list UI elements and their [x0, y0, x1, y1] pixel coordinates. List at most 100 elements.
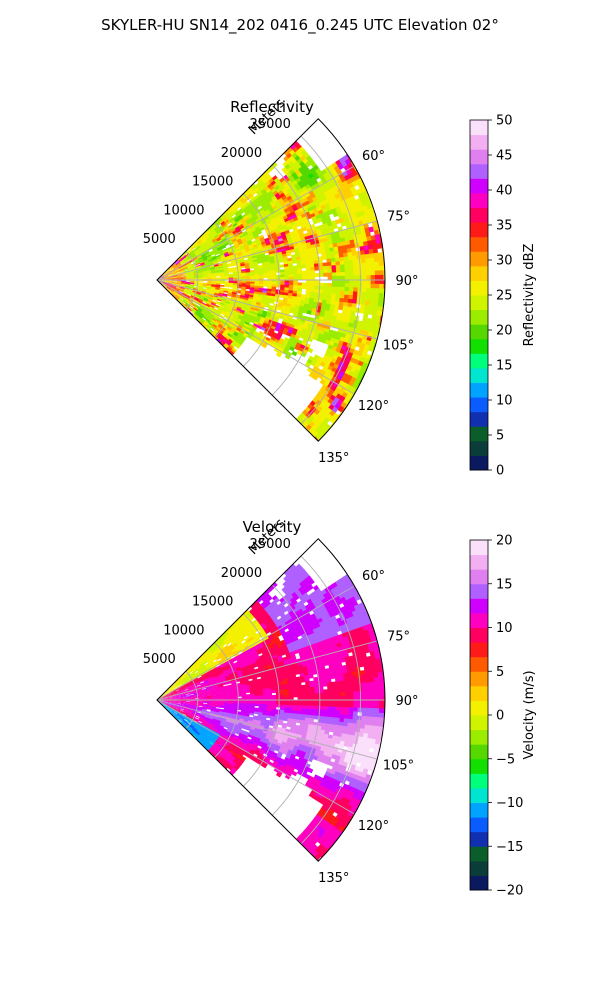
colorbar-swatch [470, 149, 488, 165]
colorbar-swatch [470, 397, 488, 413]
velocity-panel: 60° 75° 90° 105° 120° 135° 5000 10000 15000 20000… [143, 516, 537, 899]
colorbar-swatch [470, 758, 488, 774]
radial-tick-label: 25000 [250, 117, 291, 132]
azimuth-tick-label: 75° [387, 209, 410, 224]
colorbar-swatch [470, 773, 488, 789]
azimuth-gridline [156, 279, 378, 340]
colorbar-tick-label: 10 [496, 621, 513, 636]
azimuth-tick-label: 105° [383, 759, 414, 774]
velocity-grid [156, 555, 385, 862]
radial-tick-label: 15000 [192, 595, 233, 610]
azimuth-tick-label: 135° [318, 451, 349, 466]
colorbar-tick-label: 40 [496, 184, 513, 199]
colorbar-swatch [470, 554, 488, 570]
colorbar-swatch [470, 295, 488, 311]
colorbar-swatch [470, 729, 488, 745]
colorbar-tick-label: 15 [496, 359, 513, 374]
sector-outline [156, 538, 386, 862]
colorbar-swatch [470, 846, 488, 862]
azimuth-gridline [156, 220, 378, 281]
colorbar-swatch [470, 411, 488, 427]
colorbar-tick-label: 5 [496, 429, 504, 444]
colorbar-swatch [470, 367, 488, 383]
radial-tick-label: 10000 [163, 203, 204, 218]
colorbar-swatch [470, 222, 488, 238]
colorbar-tick-label: −20 [496, 884, 523, 899]
azimuth-tick-label: 105° [383, 339, 414, 354]
colorbar-swatch [470, 817, 488, 833]
velocity-colorbar: −20 −15 −10 −5 0 5 10 15 20 Velocity (m/s) [469, 534, 537, 899]
figure-title: SKYLER-HU SN14_202 0416_0.245 UTC Elevat… [101, 16, 499, 34]
colorbar-swatch [470, 280, 488, 296]
colorbar-label: Velocity (m/s) [522, 670, 537, 759]
colorbar-swatch [470, 715, 488, 731]
colorbar-swatch [470, 744, 488, 760]
colorbar-tick-label: 20 [496, 324, 513, 339]
colorbar-tick-label: 10 [496, 394, 513, 409]
azimuth-tick-label: 120° [358, 819, 389, 834]
colorbar-tick-label: 45 [496, 149, 513, 164]
colorbar-swatch [470, 236, 488, 252]
radial-tick-label: 20000 [221, 146, 262, 161]
colorbar-swatch [470, 802, 488, 818]
colorbar-swatch [470, 455, 488, 471]
azimuth-gridline [156, 279, 355, 395]
colorbar-label: Reflectivity dBZ [522, 244, 537, 347]
colorbar-swatch [470, 860, 488, 876]
azimuth-tick-label: 90° [395, 274, 418, 289]
azimuth-gridline [156, 165, 355, 281]
colorbar-swatch [470, 426, 488, 442]
colorbar-swatch [470, 875, 488, 891]
colorbar-swatch [470, 163, 488, 179]
colorbar-swatch [470, 178, 488, 194]
colorbar-tick-label: 35 [496, 219, 513, 234]
azimuth-gridline [156, 699, 378, 760]
colorbar-tick-label: 15 [496, 577, 513, 592]
colorbar-tick-label: 5 [496, 665, 504, 680]
colorbar-swatch [470, 671, 488, 687]
colorbar-swatch [470, 382, 488, 398]
colorbar-tick-label: 25 [496, 289, 513, 304]
colorbar-swatch [470, 598, 488, 614]
panel-title: Reflectivity [230, 98, 314, 116]
colorbar-tick-label: 0 [496, 464, 504, 479]
radial-tick-label: 10000 [163, 623, 204, 638]
radial-tick-label: 15000 [192, 175, 233, 190]
radial-tick-label: 5000 [143, 232, 176, 247]
colorbar-swatch [470, 440, 488, 456]
colorbar-swatch [470, 309, 488, 325]
azimuth-tick-label: 60° [362, 569, 385, 584]
panel-title: Velocity [243, 518, 302, 536]
reflectivity-panel: 60° 75° 90° 105° 120° 135° 5000 10000 15000 20000… [143, 96, 537, 479]
colorbar-swatch [470, 324, 488, 340]
colorbar-tick-label: 0 [496, 709, 504, 724]
colorbar-swatch [470, 656, 488, 672]
colorbar-tick-label: 30 [496, 254, 513, 269]
azimuth-gridline [156, 699, 355, 815]
radial-tick-label: 20000 [221, 566, 262, 581]
colorbar-swatch [470, 569, 488, 585]
colorbar-swatch [470, 700, 488, 716]
colorbar-tick-label: −15 [496, 840, 523, 855]
colorbar-swatch [470, 353, 488, 369]
azimuth-tick-label: 135° [318, 871, 349, 886]
colorbar-swatch [470, 251, 488, 267]
reflectivity-field [159, 140, 385, 442]
colorbar-tick-label: 50 [496, 114, 513, 129]
colorbar-tick-label: 20 [496, 534, 513, 549]
sector-outline [156, 118, 386, 442]
azimuth-tick-label: 60° [362, 149, 385, 164]
reflectivity-colorbar: 0 5 10 15 20 25 30 35 40 45 50 Reflectivity dBZ [469, 114, 537, 479]
colorbar-swatch [470, 265, 488, 281]
colorbar-swatch [470, 540, 488, 556]
colorbar-swatch [470, 338, 488, 354]
colorbar-swatch [470, 583, 488, 599]
colorbar-swatch [470, 134, 488, 150]
colorbar-tick-label: −5 [496, 752, 515, 767]
radial-tick-label: 5000 [143, 652, 176, 667]
colorbar-swatch [470, 685, 488, 701]
colorbar-swatch [470, 627, 488, 643]
azimuth-gridline [156, 640, 378, 701]
colorbar-swatch [470, 120, 488, 136]
